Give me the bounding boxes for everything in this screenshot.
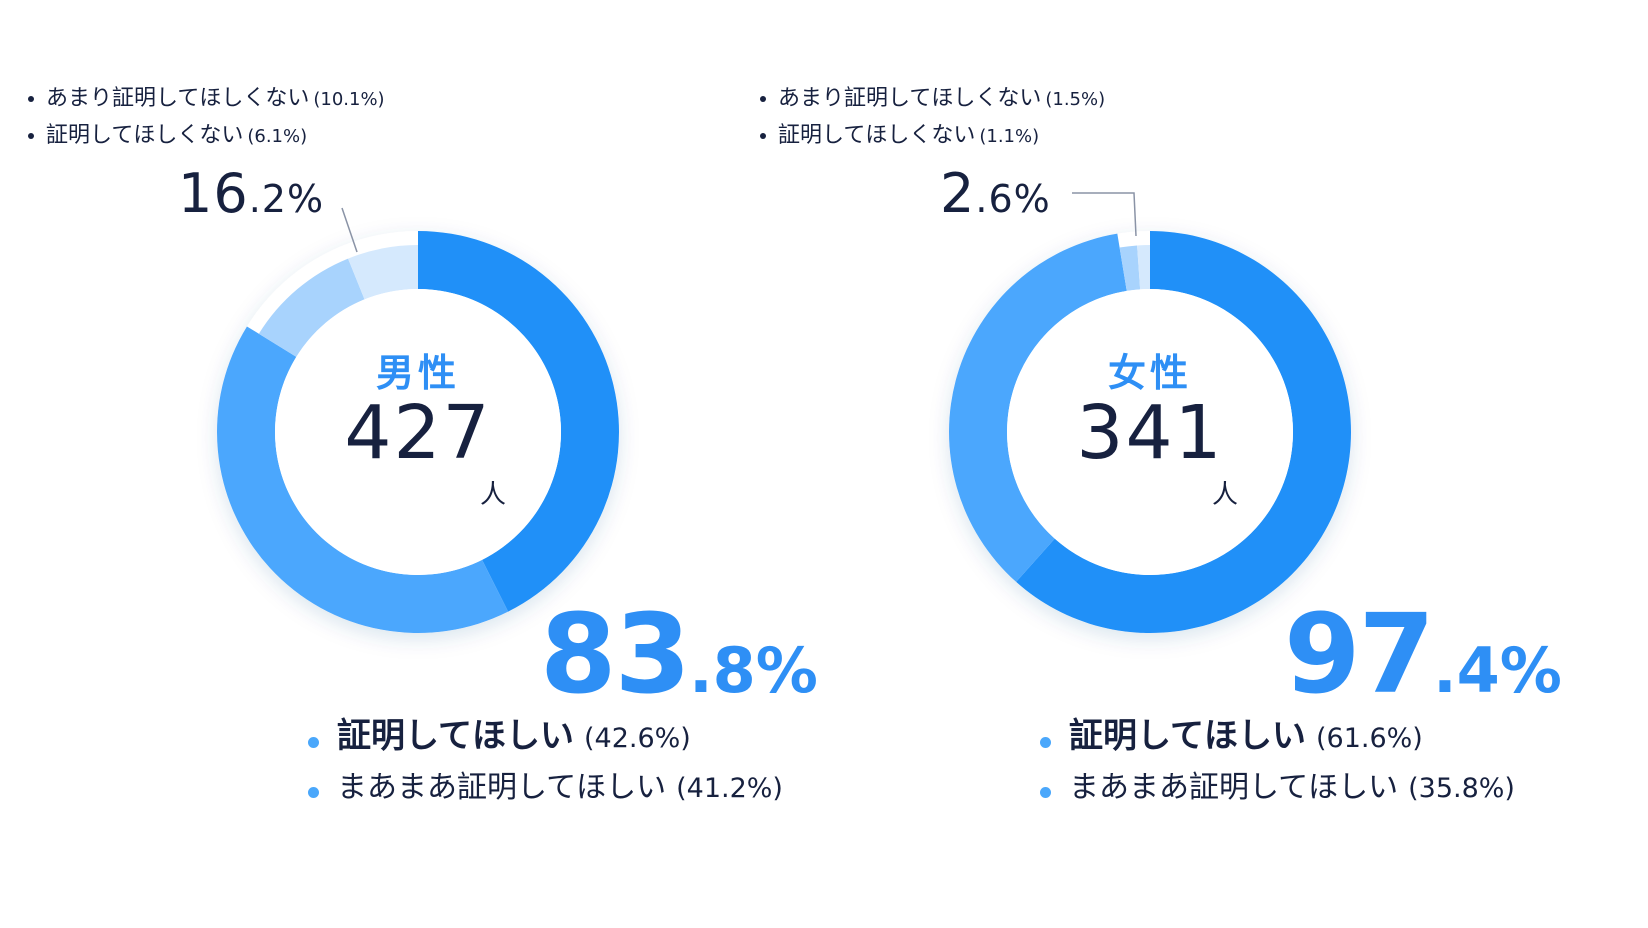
bullet-icon (28, 133, 34, 139)
donut-slice-rarely-want (1119, 245, 1141, 291)
gender-label-male: 男性 (375, 351, 460, 395)
leader-line (341, 207, 358, 253)
donut-female (949, 192, 1351, 634)
bullet-icon (308, 737, 319, 748)
count-female: 341 (1076, 390, 1224, 476)
negative-total-female: 2.6% (940, 162, 1051, 225)
legend-rarely-want-female: あまり証明してほしくない (1.5%) (760, 80, 1105, 112)
chart-male: あまり証明してほしくない (10.1%) 証明してほしくない (6.1%) 16.2… (28, 80, 818, 806)
leader-line (1072, 192, 1137, 237)
bullet-icon (760, 133, 766, 139)
donut-hole (275, 289, 561, 575)
positive-total-female: 97.4% (1284, 590, 1562, 718)
positive-total-male: 83.8% (540, 590, 818, 718)
donut-slice-dont-want (348, 245, 418, 300)
count-unit-male: 人 (480, 480, 507, 510)
donut-slice-somewhat-want (949, 233, 1127, 582)
bullet-icon (28, 96, 34, 102)
donut-slice-rarely-want (258, 258, 365, 357)
legend-rarely-want-male: あまり証明してほしくない (10.1%) (28, 80, 385, 112)
bullet-icon (1040, 737, 1051, 748)
bullet-icon (308, 787, 319, 798)
legend-want-male: 証明してほしい (42.6%) (308, 708, 691, 757)
legend-somewhat-want-male: まあまあ証明してほしい (41.2%) (308, 762, 783, 806)
legend-dont-want-male: 証明してほしくない (6.1%) (28, 117, 307, 149)
legend-want-female: 証明してほしい (61.6%) (1040, 708, 1423, 757)
donut-slice-want (418, 231, 619, 612)
bullet-icon (1040, 787, 1051, 798)
donut-slice-somewhat-want (217, 326, 509, 633)
donut-slice-dont-want (1137, 245, 1150, 290)
gender-label-female: 女性 (1107, 351, 1192, 395)
donut-male (217, 207, 619, 633)
negative-total-male: 16.2% (178, 162, 325, 225)
legend-dont-want-female: 証明してほしくない (1.1%) (760, 117, 1039, 149)
count-unit-female: 人 (1212, 480, 1239, 510)
donut-slice-want (1016, 231, 1351, 634)
bullet-icon (760, 96, 766, 102)
count-male: 427 (344, 390, 492, 476)
chart-female: あまり証明してほしくない (1.5%) 証明してほしくない (1.1%) 2.6% … (760, 0, 1596, 928)
legend-somewhat-want-female: まあまあ証明してほしい (35.8%) (1040, 762, 1515, 806)
donut-hole (1007, 289, 1293, 575)
